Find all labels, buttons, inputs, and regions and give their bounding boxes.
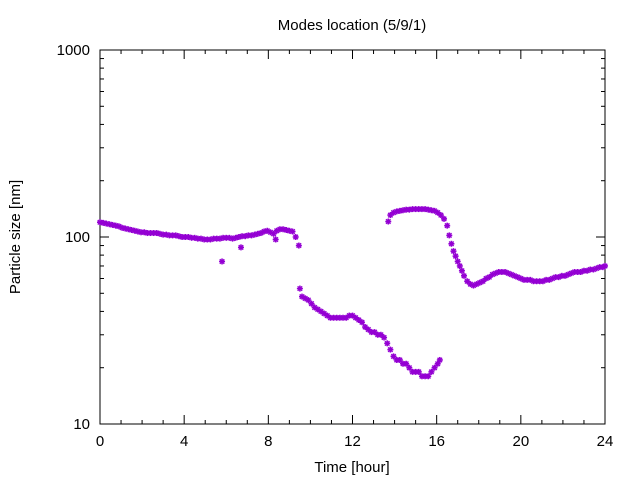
data-point <box>456 262 463 269</box>
y-tick-label: 10 <box>73 416 90 433</box>
data-point <box>295 242 302 249</box>
data-point <box>390 353 397 360</box>
x-tick-label: 4 <box>180 433 188 450</box>
data-point <box>452 253 459 260</box>
data-point <box>450 248 457 255</box>
data-point <box>349 312 356 319</box>
data-point <box>292 234 299 240</box>
y-tick-label: 100 <box>65 229 90 246</box>
data-point <box>296 285 303 292</box>
x-axis: 0 4 8 12 16 20 24 <box>96 50 614 450</box>
data-point <box>384 340 391 347</box>
data-point <box>602 262 608 269</box>
data-point <box>425 373 432 380</box>
x-tick-label: 12 <box>344 433 361 450</box>
data-point <box>454 258 461 265</box>
data-point <box>355 316 362 323</box>
chart-title: Modes location (5/9/1) <box>278 17 426 34</box>
data-point <box>381 334 388 341</box>
y-axis-label: Particle size [nm] <box>7 180 24 294</box>
x-tick-label: 24 <box>597 433 614 450</box>
data-point <box>385 218 392 225</box>
data-point <box>448 240 455 247</box>
data-point <box>415 368 422 375</box>
data-point <box>549 275 556 282</box>
data-point <box>289 228 296 235</box>
x-tick-label: 8 <box>264 433 272 450</box>
y-axis: 10 100 1000 <box>57 42 605 433</box>
data-point <box>558 272 565 279</box>
x-tick-label: 16 <box>428 433 445 450</box>
data-point <box>436 356 443 363</box>
data-point <box>321 310 328 317</box>
data-point <box>444 222 451 229</box>
data-point <box>446 232 453 239</box>
y-tick-label: 1000 <box>57 42 90 59</box>
data-point <box>219 258 226 265</box>
data-point <box>428 368 435 375</box>
data-point <box>311 304 318 311</box>
x-axis-label: Time [hour] <box>314 459 389 476</box>
x-tick-label: 0 <box>96 433 104 450</box>
data-point <box>358 319 365 326</box>
data-point <box>458 267 465 274</box>
data-point <box>461 272 468 279</box>
data-point <box>441 215 448 222</box>
data-point <box>387 346 394 353</box>
data-point <box>272 236 279 243</box>
data-point <box>237 244 244 251</box>
x-tick-label: 20 <box>512 433 529 450</box>
data-point <box>406 364 413 371</box>
data-point <box>464 278 471 285</box>
data-points <box>97 206 608 380</box>
